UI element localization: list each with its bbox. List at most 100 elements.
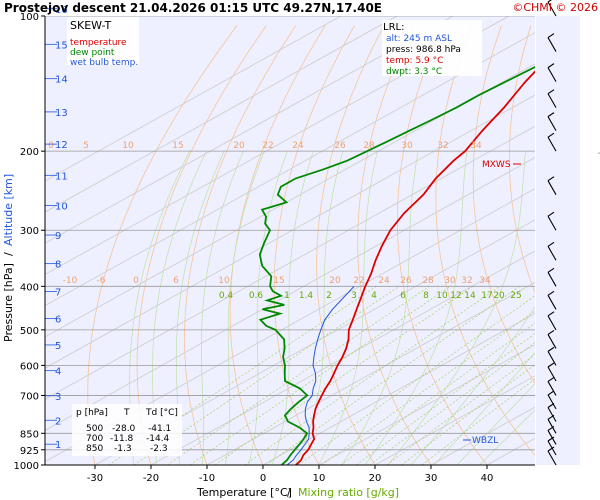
chart-title: Prostejov descent 21.04.2026 01:15 UTC 4… [4, 1, 382, 15]
altitude-tick-label: 14 [55, 75, 68, 86]
mixing-ratio-label: 10 [436, 291, 448, 301]
adiabat-label-mid: 32 [461, 276, 472, 286]
table-header-p: p [hPa] [76, 408, 108, 418]
legend-title: SKEW-T [70, 19, 112, 32]
pressure-tick-label: 925 [20, 446, 39, 457]
temperature-tick-label: 30 [425, 473, 438, 484]
table-row-850-td: -2.3 [150, 444, 168, 454]
table-row-700-td: -14.4 [146, 434, 170, 444]
altitude-tick-label: 12 [55, 140, 68, 151]
adiabat-label-top: 30 [401, 141, 413, 151]
mxws-marker: MXWS [482, 160, 511, 170]
temperature-tick-label: 20 [369, 473, 382, 484]
temperature-tick-label: 10 [313, 473, 326, 484]
pressure-tick-label: 300 [20, 226, 39, 237]
mixing-ratio-label: 2 [326, 291, 332, 301]
lrl-dewpoint: dwpt: 3.3 °C [386, 67, 442, 77]
adiabat-label-top: 34 [470, 141, 482, 151]
adiabat-label-mid: 22 [353, 276, 364, 286]
temperature-tick-label: 0 [260, 473, 266, 484]
mixing-ratio-label: 0.4 [219, 291, 234, 301]
legend-temperature: temperature [70, 38, 127, 48]
adiabat-label-mid: 6 [173, 276, 179, 286]
pressure-tick-label: 700 [20, 391, 39, 402]
adiabat-label-top: 20 [233, 141, 245, 151]
table-row-700-p: 700 [86, 434, 103, 444]
adiabat-label-top: 32 [437, 141, 448, 151]
adiabat-label-mid: -6 [97, 276, 106, 286]
mixing-ratio-label: 1.4 [299, 291, 314, 301]
altitude-tick-label: 6 [55, 315, 61, 326]
adiabat-label-mid: 30 [444, 276, 456, 286]
altitude-tick-label: 11 [55, 171, 68, 182]
adiabat-label-top: 10 [122, 141, 134, 151]
altitude-tick-label: 4 [55, 367, 61, 378]
adiabat-label-top: 0 [48, 141, 54, 151]
y-axis-title-altitude: Altitude [km] [2, 174, 15, 246]
adiabat-label-top: 5 [83, 141, 89, 151]
mixing-ratio-label: 14 [464, 291, 476, 301]
mixing-ratio-label: 25 [510, 291, 521, 301]
table-header-t: T [123, 408, 130, 418]
table-row-850-p: 850 [86, 444, 103, 454]
mixing-ratio-label: 20 [493, 291, 505, 301]
adiabat-label-mid: 26 [400, 276, 412, 286]
mixing-ratio-label: 3 [351, 291, 357, 301]
pressure-tick-label: 1000 [14, 461, 39, 472]
adiabat-label-mid: 28 [422, 276, 434, 286]
table-row-500-td: -41.1 [148, 424, 171, 434]
mixing-ratio-label: 0.6 [249, 291, 264, 301]
table-row-850-t: -1.3 [114, 444, 132, 454]
plot-area [45, 16, 535, 465]
altitude-tick-label: 5 [55, 341, 61, 352]
altitude-tick-label: 1 [55, 440, 61, 451]
lrl-altitude: alt: 245 m ASL [386, 34, 452, 44]
wind-panel [536, 16, 580, 465]
temperature-tick-label: -20 [143, 473, 159, 484]
adiabat-label-mid: 0 [133, 276, 139, 286]
altitude-tick-label: 10 [55, 202, 68, 213]
mixing-ratio-label: 1 [284, 291, 290, 301]
credit-text: ©CHMI © 2026 [512, 1, 598, 14]
adiabat-label-top: 15 [172, 141, 183, 151]
y-axis-title-separator: / [2, 252, 15, 256]
altitude-tick-label: 15 [55, 40, 68, 51]
mixing-ratio-label: 4 [371, 291, 377, 301]
legend-wet-bulb: wet bulb temp. [70, 58, 138, 68]
x-axis-title-separator: / [287, 486, 291, 499]
legend-dew-point: dew point [70, 48, 115, 58]
adiabat-label-top: 26 [334, 141, 346, 151]
temperature-tick-label: -10 [199, 473, 215, 484]
adiabat-label-mid: 20 [329, 276, 341, 286]
adiabat-label-mid: 10 [218, 276, 230, 286]
temperature-tick-label: 40 [481, 473, 494, 484]
altitude-tick-label: 8 [55, 260, 61, 271]
adiabat-label-mid: 34 [479, 276, 491, 286]
mixing-ratio-label: 8 [423, 291, 429, 301]
mixing-ratio-label: 12 [450, 291, 461, 301]
adiabat-label-mid: 24 [378, 276, 390, 286]
table-row-500-t: -28.0 [112, 424, 136, 434]
pressure-tick-label: 850 [20, 429, 39, 440]
table-row-500-p: 500 [86, 424, 103, 434]
table-header-td: Td [°C] [145, 408, 178, 418]
altitude-tick-label: 3 [55, 392, 61, 403]
altitude-tick-label: 13 [55, 108, 68, 119]
adiabat-label-top: 28 [363, 141, 375, 151]
adiabat-label-top: 24 [292, 141, 304, 151]
pressure-tick-label: 500 [20, 326, 39, 337]
adiabat-label-mid: 15 [273, 276, 284, 286]
lrl-temperature: temp: 5.9 °C [386, 56, 443, 66]
altitude-tick-label: 2 [55, 416, 61, 427]
altitude-tick-label: 9 [55, 231, 61, 242]
wbzl-marker: WBZL [472, 436, 498, 446]
y-axis-title-pressure: Pressure [hPa] [2, 263, 15, 342]
adiabat-label-top: 22 [262, 141, 273, 151]
temperature-tick-label: -30 [87, 473, 103, 484]
x-axis-title-temperature: Temperature [°C] [196, 486, 292, 499]
table-row-700-t: -11.8 [110, 434, 134, 444]
mixing-ratio-label: 17 [481, 291, 492, 301]
lrl-pressure: press: 986.8 hPa [386, 45, 461, 55]
pressure-tick-label: 600 [20, 361, 39, 372]
